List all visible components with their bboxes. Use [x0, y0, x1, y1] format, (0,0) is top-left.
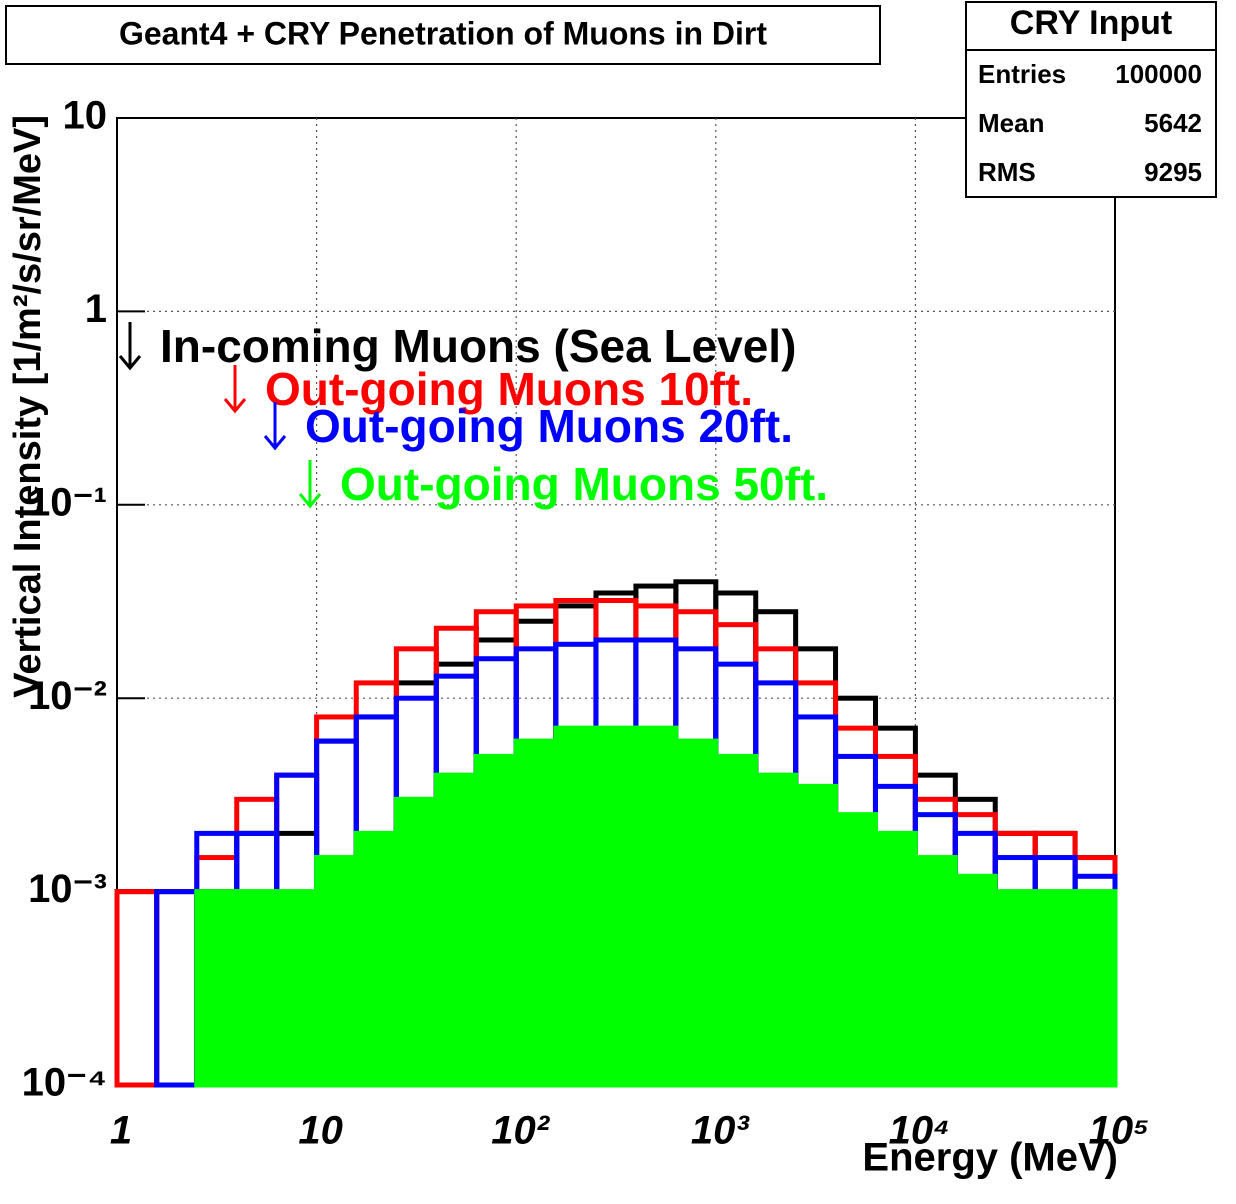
histogram-bar [353, 830, 399, 1088]
histogram-bar [793, 783, 839, 1088]
y-tick-label: 10⁻² [28, 674, 107, 718]
histogram-bar [673, 738, 719, 1088]
legend-arrow [223, 365, 247, 414]
histogram-bar [1072, 889, 1118, 1088]
legend-arrow [118, 322, 142, 371]
stats-box [965, 1, 1217, 198]
histogram-bar [833, 812, 878, 1088]
legend-label: Out-going Muons 20ft. [305, 400, 793, 452]
histogram-bar [713, 753, 759, 1088]
legend-arrow [263, 402, 287, 451]
histogram-bar [234, 889, 280, 1088]
stats-label: Entries [978, 59, 1066, 89]
chart-title: Geant4 + CRY Penetration of Muons in Dir… [119, 15, 767, 51]
stats-title: CRY Input [1010, 4, 1172, 42]
histogram-bar [1032, 889, 1078, 1088]
histogram-bar [553, 725, 599, 1088]
legend-label: Out-going Muons 50ft. [340, 458, 828, 510]
x-axis-label: Energy (MeV) [862, 1136, 1118, 1180]
histogram-bar [194, 889, 240, 1088]
y-tick-label: 1 [85, 287, 107, 331]
y-tick-label: 10 [63, 94, 108, 138]
stats-value: 100000 [1115, 59, 1202, 89]
histogram-bar [314, 855, 359, 1088]
histogram-bar [513, 738, 559, 1088]
legend-label: Out-going Muons 10ft. [265, 363, 753, 415]
histogram-bar [393, 796, 439, 1088]
y-tick-label: 10⁻³ [28, 867, 107, 911]
legend-arrow [298, 460, 322, 509]
histogram-bar [473, 753, 519, 1088]
title-box [5, 5, 881, 65]
y-tick-label: 10⁻¹ [28, 480, 107, 524]
histogram-bar [753, 772, 799, 1088]
y-axis-label: Vertical Intensity [1/m²/s/sr/MeV] [7, 115, 49, 698]
stats-value: 9295 [1144, 157, 1202, 187]
stats-label: Mean [978, 108, 1044, 138]
histogram-bar [593, 725, 639, 1088]
histogram-bar [952, 873, 998, 1088]
x-tick-label: 1 [110, 1109, 132, 1153]
histogram-bar [633, 725, 679, 1088]
x-tick-label: 10⁴ [889, 1109, 951, 1153]
x-tick-label: 10² [491, 1109, 550, 1153]
legend-label: In-coming Muons (Sea Level) [160, 320, 796, 372]
stats-value: 5642 [1144, 108, 1202, 138]
x-tick-label: 10 [298, 1109, 343, 1153]
y-tick-label: 10⁻⁴ [22, 1061, 107, 1105]
x-tick-label: 10³ [691, 1109, 750, 1153]
histogram-bar [274, 889, 320, 1088]
stats-label: RMS [978, 157, 1036, 187]
histogram-bar [872, 830, 918, 1088]
histogram-bar [912, 855, 958, 1088]
x-tick-label: 10⁵ [1089, 1109, 1150, 1153]
histogram-bar [433, 772, 479, 1088]
histogram-bar [992, 889, 1038, 1088]
